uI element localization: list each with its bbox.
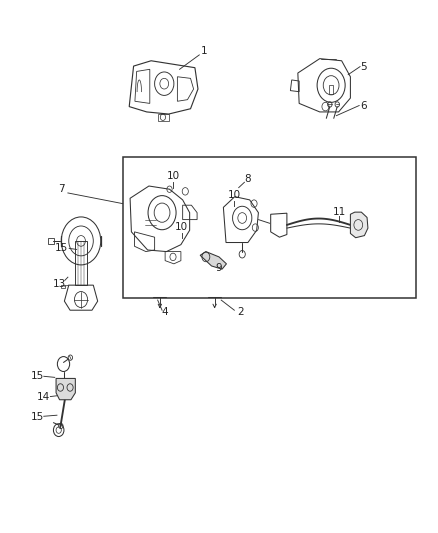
Text: 7: 7 [58, 184, 65, 194]
Bar [328, 85, 333, 94]
Text: 14: 14 [37, 392, 50, 402]
Text: 9: 9 [215, 263, 223, 272]
Text: 2: 2 [237, 307, 244, 317]
Text: 13: 13 [53, 279, 66, 288]
Bar [61, 285, 65, 288]
Polygon shape [56, 378, 75, 400]
Text: 10: 10 [175, 222, 188, 231]
Polygon shape [350, 212, 368, 238]
Text: 6: 6 [360, 101, 367, 110]
Polygon shape [200, 252, 226, 269]
Text: 15: 15 [55, 243, 68, 253]
Bar [75, 241, 87, 285]
Text: 15: 15 [31, 371, 44, 381]
Text: 10: 10 [166, 171, 180, 181]
Text: 15: 15 [31, 412, 44, 422]
Text: 10: 10 [228, 190, 241, 199]
Text: 5: 5 [360, 62, 367, 71]
Text: 8: 8 [244, 174, 251, 183]
Bar [48, 238, 54, 244]
Text: 11: 11 [333, 207, 346, 217]
Bar [123, 157, 416, 298]
Text: 1: 1 [200, 46, 207, 55]
Text: 4: 4 [161, 307, 168, 317]
